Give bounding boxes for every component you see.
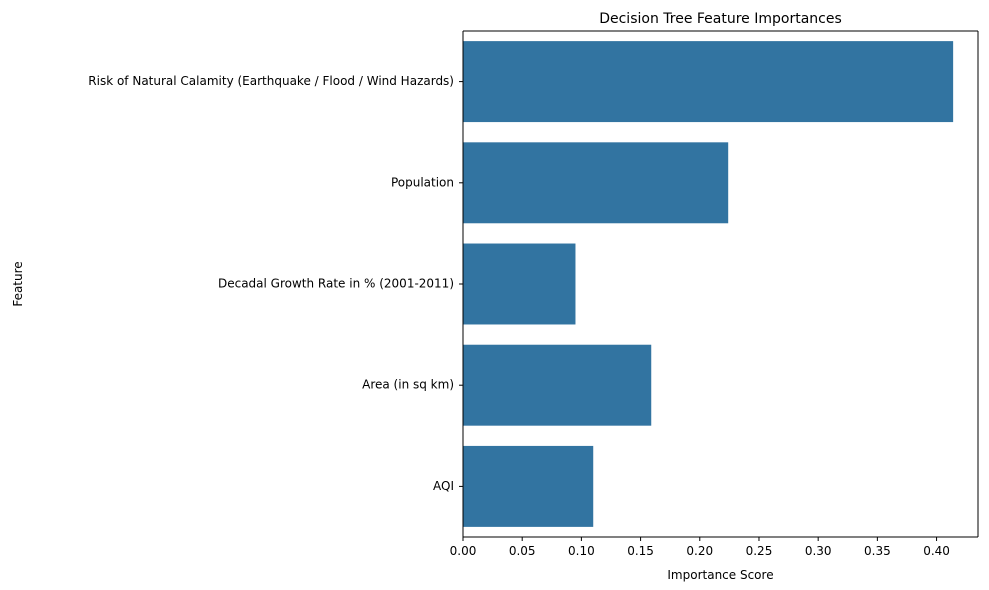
x-tick-label-0: 0.00 (450, 544, 477, 558)
bar-4 (463, 445, 594, 527)
x-tick-label-2: 0.10 (568, 544, 595, 558)
y-tick-label-4: AQI (433, 479, 454, 493)
x-tick-label-4: 0.20 (686, 544, 713, 558)
x-tick-label-8: 0.40 (923, 544, 950, 558)
y-axis-title: Feature (11, 261, 25, 306)
chart-title: Decision Tree Feature Importances (599, 11, 842, 27)
y-tick-label-2: Decadal Growth Rate in % (2001-2011) (218, 277, 454, 291)
bar-1 (463, 142, 729, 224)
bars-layer (463, 41, 954, 527)
bar-0 (463, 41, 954, 123)
y-tick-label-1: Population (391, 175, 454, 189)
x-axis-title: Importance Score (667, 568, 773, 582)
x-tick-label-7: 0.35 (864, 544, 891, 558)
bar-3 (463, 344, 652, 426)
y-tick-label-0: Risk of Natural Calamity (Earthquake / F… (88, 74, 454, 88)
x-tick-label-6: 0.30 (805, 544, 832, 558)
bar-2 (463, 243, 576, 325)
y-tick-label-3: Area (in sq km) (362, 378, 454, 392)
x-tick-label-5: 0.25 (746, 544, 773, 558)
x-tick-label-3: 0.15 (627, 544, 654, 558)
axes-layer (462, 30, 979, 538)
ticks-layer: Risk of Natural Calamity (Earthquake / F… (88, 74, 950, 558)
x-tick-label-1: 0.05 (509, 544, 536, 558)
